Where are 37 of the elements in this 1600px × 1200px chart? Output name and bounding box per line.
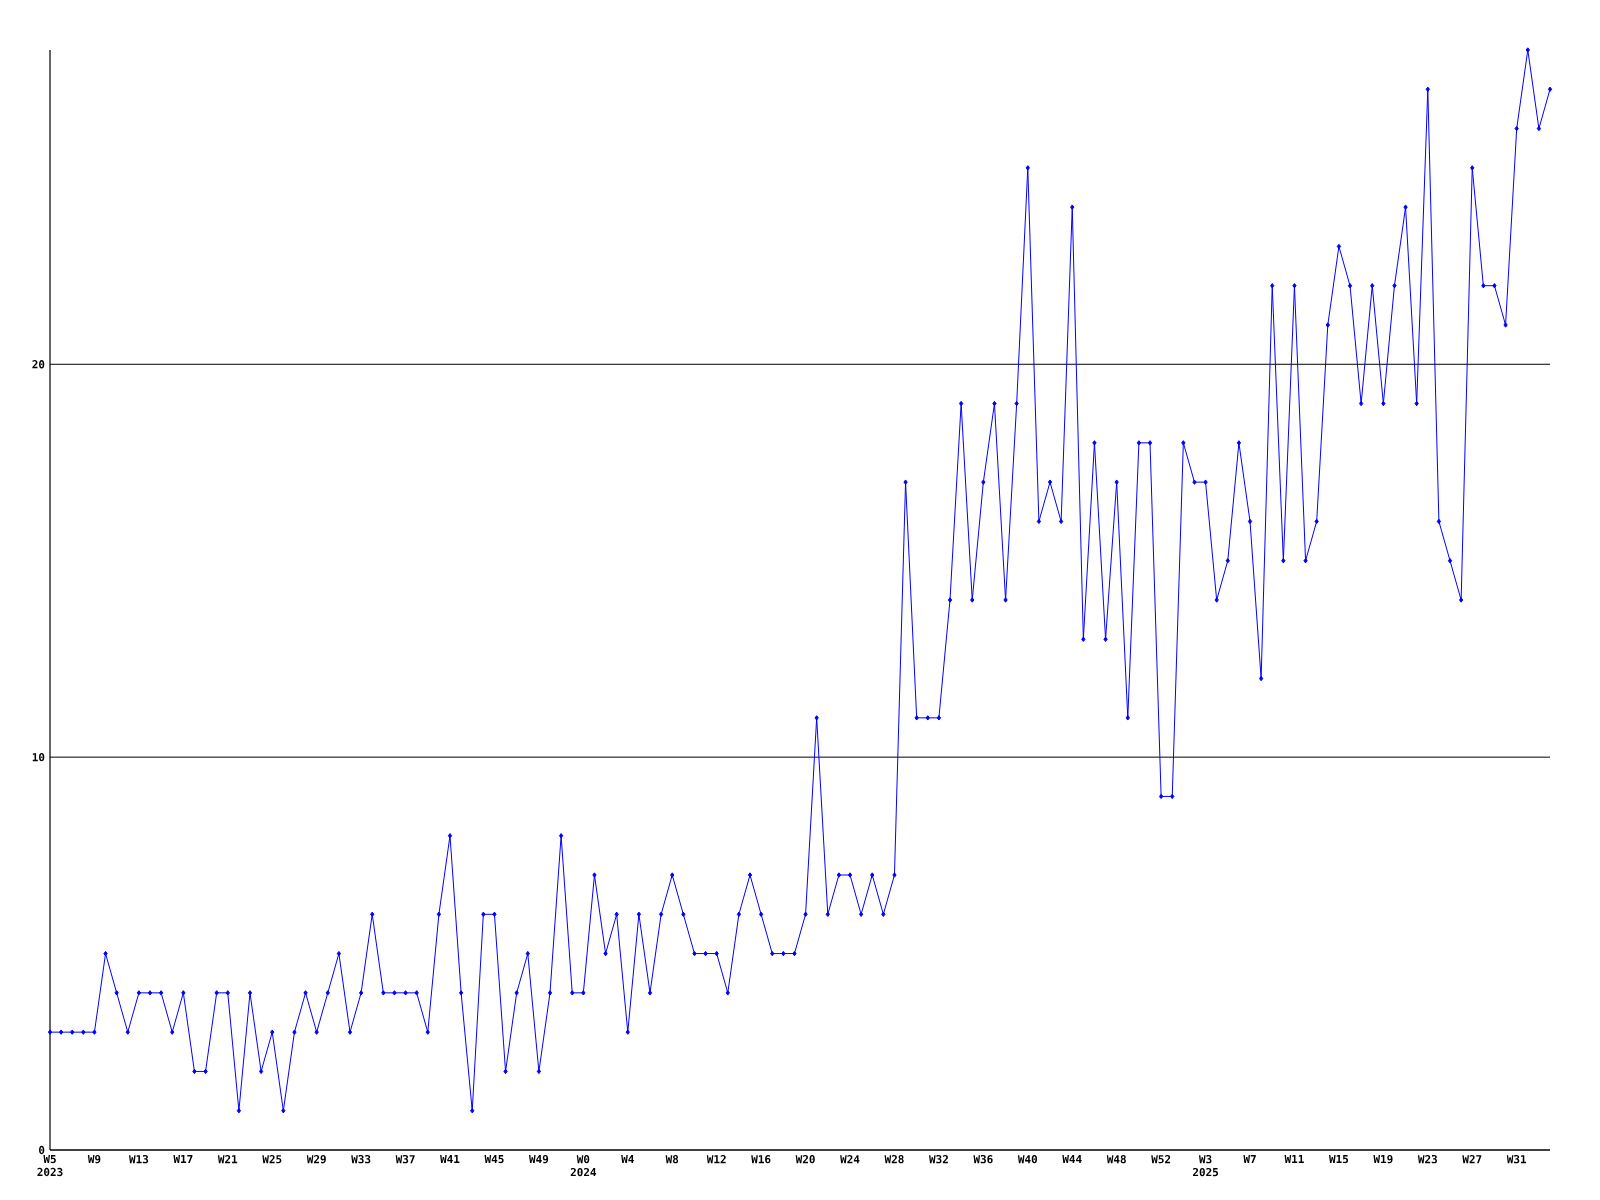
x-tick-label: W5 2023 [37, 1155, 63, 1177]
x-tick-label: W40 [1017, 1155, 1038, 1164]
x-tick-label: W41 [440, 1155, 460, 1164]
x-tick-label: W9 [87, 1155, 101, 1164]
x-tick-label: W23 [1417, 1155, 1437, 1164]
x-tick-label: W31 [1506, 1155, 1527, 1164]
x-tick-label: W32 [929, 1155, 948, 1164]
x-tick-label: W37 [395, 1155, 415, 1164]
x-tick-label: W44 [1062, 1155, 1082, 1164]
x-tick-label: W24 [840, 1155, 860, 1164]
x-tick-label: W11 [1284, 1155, 1304, 1164]
x-tick-label: W48 [1106, 1155, 1126, 1164]
x-tick-label: W52 [1151, 1155, 1171, 1164]
x-tick-label: W28 [884, 1155, 904, 1164]
x-tick-label: W0 2024 [570, 1155, 597, 1177]
x-tick-label: W21 [217, 1155, 238, 1164]
x-tick-label: W8 [665, 1155, 679, 1164]
x-tick-label: W19 [1373, 1155, 1393, 1164]
x-tick-label: W36 [973, 1155, 993, 1164]
x-tick-label: W27 [1462, 1155, 1482, 1164]
y-tick-label: 20 [32, 360, 45, 369]
x-tick-label: W15 [1329, 1155, 1349, 1164]
x-tick-label: W4 [621, 1155, 634, 1164]
x-tick-label: W17 [173, 1155, 193, 1164]
x-tick-label: W12 [706, 1155, 726, 1164]
x-tick-label: W25 [262, 1155, 282, 1164]
x-tick-label: W16 [751, 1155, 771, 1164]
x-tick-label: W49 [529, 1155, 549, 1164]
x-tick-label: W29 [306, 1155, 326, 1164]
x-tick-label: W33 [351, 1155, 371, 1164]
x-tick-label: W13 [128, 1155, 149, 1164]
y-tick-label: 0 [39, 1145, 45, 1155]
x-tick-label: W7 [1243, 1155, 1256, 1164]
y-tick-label: 10 [32, 752, 45, 762]
x-tick-label: W3 2025 [1193, 1155, 1219, 1177]
x-tick-label: W20 [795, 1155, 815, 1164]
x-tick-label: W45 [484, 1155, 504, 1164]
